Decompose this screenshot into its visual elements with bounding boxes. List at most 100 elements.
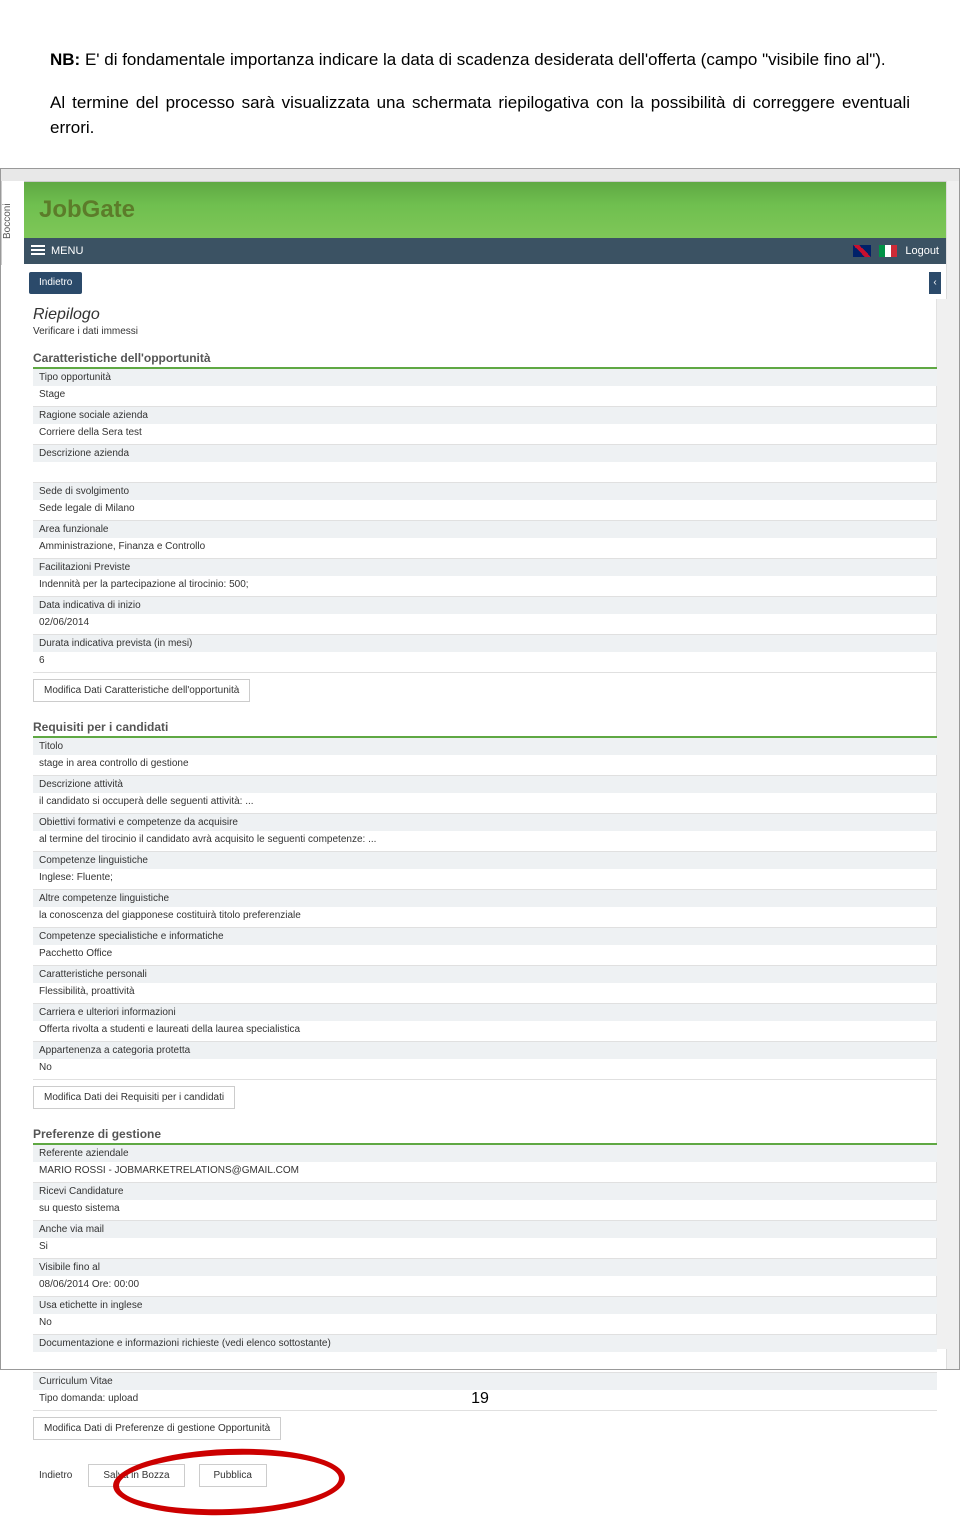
field-value: la conoscenza del giapponese costituirà …: [33, 907, 937, 927]
field-label: Descrizione attività: [33, 776, 937, 793]
riepilogo-subtitle: Verificare i dati immessi: [33, 326, 937, 337]
field-label: Competenze specialistiche e informatiche: [33, 928, 937, 945]
field-value: al termine del tirocinio il candidato av…: [33, 831, 937, 851]
field: Competenze linguisticheInglese: Fluente;: [33, 852, 937, 890]
section-caratteristiche: Caratteristiche dell'opportunità Tipo op…: [33, 351, 937, 702]
field-value: [33, 1352, 937, 1372]
field-value: il candidato si occuperà delle seguenti …: [33, 793, 937, 813]
red-highlight-circle: [112, 1444, 346, 1518]
field-label: Curriculum Vitae: [33, 1373, 937, 1390]
field-value: Sede legale di Milano: [33, 500, 937, 520]
browser-chrome: [1, 169, 959, 182]
app-header: JobGate: [23, 182, 947, 238]
field-label: Anche via mail: [33, 1221, 937, 1238]
field: Visibile fino al08/06/2014 Ore: 00:00: [33, 1259, 937, 1297]
modify-button[interactable]: Modifica Dati di Preferenze di gestione …: [33, 1417, 281, 1440]
collapse-icon[interactable]: ‹: [929, 272, 941, 294]
field-value: [33, 462, 937, 482]
field-label: Tipo opportunità: [33, 369, 937, 386]
field: Documentazione e informazioni richieste …: [33, 1335, 937, 1373]
field-value: Stage: [33, 386, 937, 406]
field-value: stage in area controllo di gestione: [33, 755, 937, 775]
field: Area funzionaleAmministrazione, Finanza …: [33, 521, 937, 559]
modify-button[interactable]: Modifica Dati dei Requisiti per i candid…: [33, 1086, 235, 1109]
field: Curriculum VitaeTipo domanda: upload: [33, 1373, 937, 1411]
menu-label[interactable]: MENU: [51, 245, 83, 257]
field-label: Data indicativa di inizio: [33, 597, 937, 614]
field-label: Obiettivi formativi e competenze da acqu…: [33, 814, 937, 831]
field-value: Inglese: Fluente;: [33, 869, 937, 889]
field-label: Titolo: [33, 738, 937, 755]
modify-button[interactable]: Modifica Dati Caratteristiche dell'oppor…: [33, 679, 250, 702]
field-label: Caratteristiche personali: [33, 966, 937, 983]
field: Referente aziendaleMARIO ROSSI - JOBMARK…: [33, 1145, 937, 1183]
field-label: Altre competenze linguistiche: [33, 890, 937, 907]
field: Titolostage in area controllo di gestion…: [33, 738, 937, 776]
riepilogo-title: Riepilogo: [33, 306, 937, 324]
field-value: 02/06/2014: [33, 614, 937, 634]
field: Facilitazioni PrevisteIndennità per la p…: [33, 559, 937, 597]
field-value: 08/06/2014 Ore: 00:00: [33, 1276, 937, 1296]
field-value: 6: [33, 652, 937, 672]
field-label: Sede di svolgimento: [33, 483, 937, 500]
sub-nav: Indietro ‹: [23, 264, 947, 298]
field: Ragione sociale aziendaCorriere della Se…: [33, 407, 937, 445]
field-label: Carriera e ulteriori informazioni: [33, 1004, 937, 1021]
field: Carriera e ulteriori informazioniOfferta…: [33, 1004, 937, 1042]
field: Descrizione azienda: [33, 445, 937, 483]
outer-scrollbar[interactable]: [946, 181, 959, 1369]
field: Caratteristiche personaliFlessibilità, p…: [33, 966, 937, 1004]
intro-text: NB: E' di fondamentale importanza indica…: [0, 0, 960, 168]
section-title: Caratteristiche dell'opportunità: [33, 351, 937, 369]
field: Ricevi Candidaturesu questo sistema: [33, 1183, 937, 1221]
field: Durata indicativa prevista (in mesi)6: [33, 635, 937, 673]
it-flag-icon[interactable]: [879, 245, 897, 257]
section-title: Preferenze di gestione: [33, 1127, 937, 1145]
field-label: Referente aziendale: [33, 1145, 937, 1162]
field-value: Offerta rivolta a studenti e laureati de…: [33, 1021, 937, 1041]
content-panel: Riepilogo Verificare i dati immessi Cara…: [23, 298, 947, 1503]
app-title: JobGate: [39, 196, 135, 224]
field-label: Visibile fino al: [33, 1259, 937, 1276]
field-value: MARIO ROSSI - JOBMARKETRELATIONS@GMAIL.C…: [33, 1162, 937, 1182]
field-label: Durata indicativa prevista (in mesi): [33, 635, 937, 652]
field: Competenze specialistiche e informatiche…: [33, 928, 937, 966]
section-title: Requisiti per i candidati: [33, 720, 937, 738]
field-value: Indennità per la partecipazione al tiroc…: [33, 576, 937, 596]
field-label: Ragione sociale azienda: [33, 407, 937, 424]
menu-bar: MENU Logout: [23, 238, 947, 264]
hamburger-icon[interactable]: [31, 245, 45, 257]
field-value: Amministrazione, Finanza e Controllo: [33, 538, 937, 558]
uk-flag-icon[interactable]: [853, 245, 871, 257]
intro-p2: Al termine del processo sarà visualizzat…: [50, 90, 910, 141]
field-label: Area funzionale: [33, 521, 937, 538]
field: Altre competenze linguistichela conoscen…: [33, 890, 937, 928]
bocconi-tab[interactable]: Bocconi: [1, 181, 24, 265]
field-label: Ricevi Candidature: [33, 1183, 937, 1200]
field-value: Corriere della Sera test: [33, 424, 937, 444]
field-value: Flessibilità, proattività: [33, 983, 937, 1003]
field: Data indicativa di inizio02/06/2014: [33, 597, 937, 635]
field-value: No: [33, 1059, 937, 1079]
back-button-bottom[interactable]: Indietro: [37, 1465, 74, 1486]
field: Anche via mailSi: [33, 1221, 937, 1259]
intro-p1: NB: E' di fondamentale importanza indica…: [50, 47, 910, 73]
field: Sede di svolgimentoSede legale di Milano: [33, 483, 937, 521]
screenshot-frame: Bocconi JobGate MENU Logout Indietro ‹ R…: [0, 168, 960, 1370]
field: Descrizione attivitàil candidato si occu…: [33, 776, 937, 814]
field-value: Si: [33, 1238, 937, 1258]
field-label: Appartenenza a categoria protetta: [33, 1042, 937, 1059]
section-requisiti: Requisiti per i candidati Titolostage in…: [33, 720, 937, 1109]
field-value: Pacchetto Office: [33, 945, 937, 965]
back-button-top[interactable]: Indietro: [29, 272, 82, 294]
field-label: Usa etichette in inglese: [33, 1297, 937, 1314]
field-value: No: [33, 1314, 937, 1334]
field: Appartenenza a categoria protettaNo: [33, 1042, 937, 1080]
field-value: Tipo domanda: upload: [33, 1390, 937, 1410]
field: Tipo opportunitàStage: [33, 369, 937, 407]
field: Obiettivi formativi e competenze da acqu…: [33, 814, 937, 852]
field-label: Descrizione azienda: [33, 445, 937, 462]
field-label: Facilitazioni Previste: [33, 559, 937, 576]
field-value: su questo sistema: [33, 1200, 937, 1220]
logout-link[interactable]: Logout: [905, 245, 939, 257]
